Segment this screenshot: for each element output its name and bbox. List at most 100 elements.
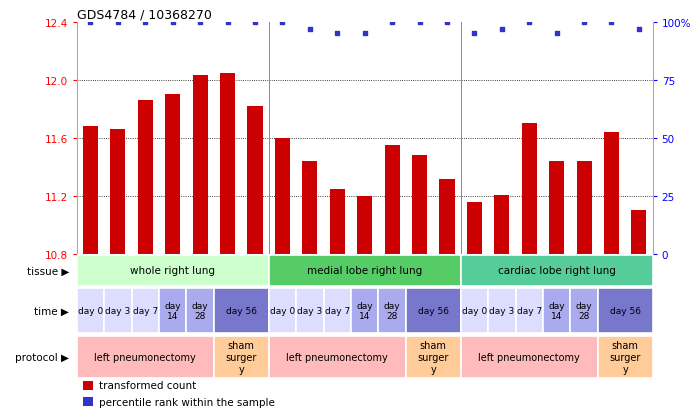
Point [579, 19, 590, 26]
Bar [632, 211, 646, 254]
Bar [516, 288, 543, 333]
Bar [461, 288, 488, 333]
Text: time ▶: time ▶ [34, 306, 69, 316]
Bar [494, 195, 510, 254]
Point [524, 19, 535, 26]
Point [85, 19, 96, 26]
Point [606, 19, 617, 26]
Bar [577, 162, 592, 254]
Point [140, 19, 151, 26]
Text: day 56: day 56 [610, 306, 641, 315]
Text: medial lobe right lung: medial lobe right lung [307, 266, 422, 275]
Bar [329, 189, 345, 254]
Bar [220, 74, 235, 254]
Bar [77, 336, 214, 378]
Bar [186, 288, 214, 333]
Bar [248, 107, 262, 254]
Text: GDS4784 / 10368270: GDS4784 / 10368270 [77, 9, 211, 21]
Point [469, 31, 480, 38]
Bar [193, 76, 208, 254]
Bar [461, 336, 597, 378]
Bar [597, 336, 653, 378]
Text: day 7: day 7 [325, 306, 350, 315]
Bar [406, 288, 461, 333]
Point [304, 26, 315, 33]
Text: day 0: day 0 [270, 306, 295, 315]
Bar [357, 197, 372, 254]
Bar [412, 156, 427, 254]
Bar [269, 336, 406, 378]
Bar [82, 397, 93, 406]
Text: day
14: day 14 [165, 301, 181, 320]
Text: day 56: day 56 [226, 306, 257, 315]
Text: percentile rank within the sample: percentile rank within the sample [98, 396, 274, 406]
Text: protocol ▶: protocol ▶ [15, 352, 69, 362]
Point [551, 31, 563, 38]
Text: day
28: day 28 [384, 301, 401, 320]
Bar [296, 288, 324, 333]
Text: day 0: day 0 [78, 306, 103, 315]
Text: sham
surger
y: sham surger y [609, 341, 641, 374]
Bar [132, 288, 159, 333]
Point [249, 19, 260, 26]
Bar [214, 288, 269, 333]
Bar [138, 101, 153, 254]
Text: day 7: day 7 [517, 306, 542, 315]
Point [633, 26, 644, 33]
Bar [159, 288, 186, 333]
Bar [104, 288, 132, 333]
Point [441, 19, 452, 26]
Bar [324, 288, 351, 333]
Text: tissue ▶: tissue ▶ [27, 266, 69, 275]
Bar [543, 288, 570, 333]
Bar [269, 255, 461, 286]
Point [277, 19, 288, 26]
Point [359, 31, 371, 38]
Bar [110, 130, 126, 254]
Bar [269, 288, 296, 333]
Bar [461, 255, 653, 286]
Text: left pneumonectomy: left pneumonectomy [94, 352, 196, 362]
Bar [77, 288, 104, 333]
Bar [467, 202, 482, 254]
Bar [165, 95, 180, 254]
Bar [604, 133, 619, 254]
Bar [351, 288, 378, 333]
Text: day 3: day 3 [489, 306, 514, 315]
Point [496, 26, 507, 33]
Bar [488, 288, 516, 333]
Bar [570, 288, 597, 333]
Text: sham
surger
y: sham surger y [225, 341, 257, 374]
Bar [385, 146, 400, 254]
Bar [597, 288, 653, 333]
Text: day
28: day 28 [192, 301, 209, 320]
Point [332, 31, 343, 38]
Text: day 0: day 0 [462, 306, 487, 315]
Bar [378, 288, 406, 333]
Bar [302, 162, 318, 254]
Point [414, 19, 425, 26]
Text: transformed count: transformed count [98, 380, 196, 390]
Point [387, 19, 398, 26]
Bar [214, 336, 269, 378]
Text: day
28: day 28 [576, 301, 593, 320]
Point [195, 19, 206, 26]
Bar [549, 162, 564, 254]
Text: day
14: day 14 [549, 301, 565, 320]
Bar [77, 255, 269, 286]
Text: day 3: day 3 [297, 306, 322, 315]
Text: day 3: day 3 [105, 306, 131, 315]
Text: whole right lung: whole right lung [131, 266, 215, 275]
Bar [521, 124, 537, 254]
Bar [275, 139, 290, 254]
Bar [83, 127, 98, 254]
Point [112, 19, 124, 26]
Bar [82, 381, 93, 390]
Bar [406, 336, 461, 378]
Point [168, 19, 179, 26]
Point [222, 19, 233, 26]
Text: cardiac lobe right lung: cardiac lobe right lung [498, 266, 616, 275]
Text: day 7: day 7 [133, 306, 158, 315]
Text: left pneumonectomy: left pneumonectomy [286, 352, 388, 362]
Text: day 56: day 56 [418, 306, 449, 315]
